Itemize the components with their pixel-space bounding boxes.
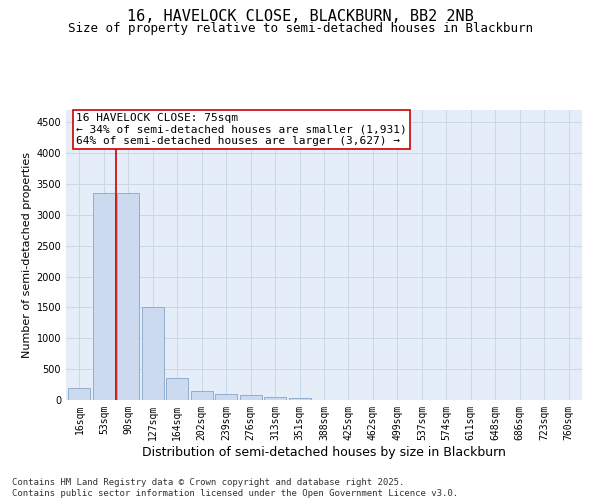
Bar bbox=[166, 378, 188, 400]
X-axis label: Distribution of semi-detached houses by size in Blackburn: Distribution of semi-detached houses by … bbox=[142, 446, 506, 458]
Text: 16, HAVELOCK CLOSE, BLACKBURN, BB2 2NB: 16, HAVELOCK CLOSE, BLACKBURN, BB2 2NB bbox=[127, 9, 473, 24]
Bar bbox=[215, 394, 237, 400]
Bar bbox=[239, 396, 262, 400]
Bar bbox=[191, 390, 213, 400]
Bar bbox=[68, 388, 91, 400]
Text: Size of property relative to semi-detached houses in Blackburn: Size of property relative to semi-detach… bbox=[67, 22, 533, 35]
Bar bbox=[289, 398, 311, 400]
Bar bbox=[93, 194, 115, 400]
Y-axis label: Number of semi-detached properties: Number of semi-detached properties bbox=[22, 152, 32, 358]
Text: 16 HAVELOCK CLOSE: 75sqm
← 34% of semi-detached houses are smaller (1,931)
64% o: 16 HAVELOCK CLOSE: 75sqm ← 34% of semi-d… bbox=[76, 113, 407, 146]
Bar bbox=[264, 397, 286, 400]
Bar bbox=[142, 308, 164, 400]
Bar bbox=[118, 194, 139, 400]
Text: Contains HM Land Registry data © Crown copyright and database right 2025.
Contai: Contains HM Land Registry data © Crown c… bbox=[12, 478, 458, 498]
